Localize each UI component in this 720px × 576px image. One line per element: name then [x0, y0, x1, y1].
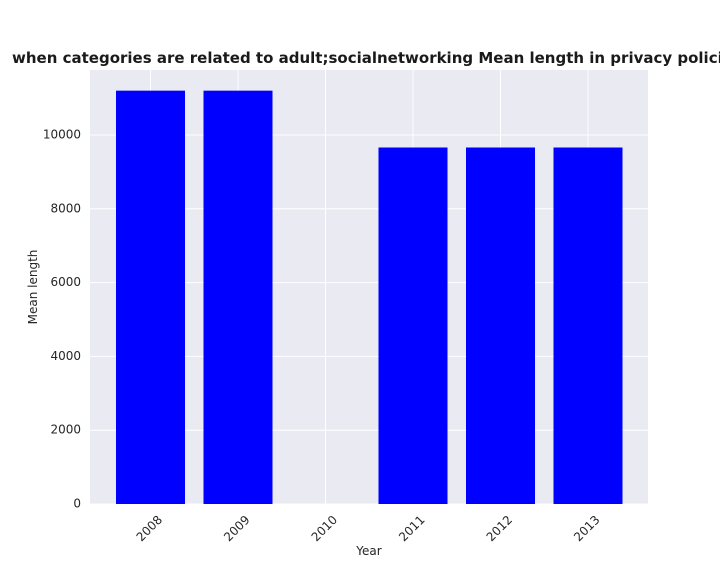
x-tick-label: 2010 [309, 513, 340, 544]
y-tick-labels: 0 2000 4000 6000 8000 10000 [43, 127, 81, 510]
bar-2009 [203, 90, 273, 505]
bar-2012 [466, 147, 535, 504]
y-tick-label: 6000 [50, 275, 81, 289]
bar-2011 [378, 147, 448, 504]
bar-2013 [553, 147, 623, 504]
x-axis-label: Year [355, 544, 381, 558]
y-tick-label: 10000 [43, 127, 81, 141]
y-axis-label: Mean length [26, 250, 40, 325]
x-tick-labels: 2008 2009 2010 2011 2012 2013 [134, 513, 603, 544]
y-tick-label: 0 [73, 497, 81, 511]
x-tick-label: 2011 [396, 513, 427, 544]
x-tick-label: 2008 [134, 513, 165, 544]
x-tick-label: 2012 [484, 513, 515, 544]
x-tick-label: 2009 [221, 513, 252, 544]
y-tick-label: 4000 [50, 349, 81, 363]
x-tick-label: 2013 [571, 513, 602, 544]
bar-2008 [116, 90, 185, 505]
y-tick-label: 2000 [50, 423, 81, 437]
chart-title: when categories are related to adult;soc… [12, 49, 720, 67]
bars [116, 90, 623, 505]
y-tick-label: 8000 [50, 201, 81, 215]
